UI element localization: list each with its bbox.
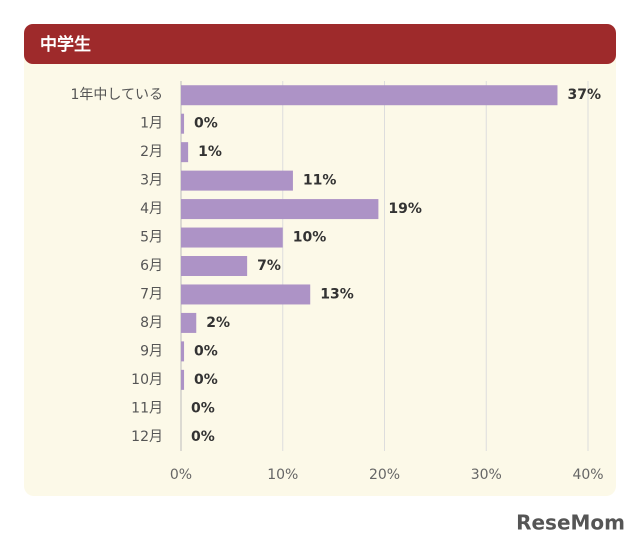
x-tick-label: 40% xyxy=(572,467,603,483)
value-label: 1% xyxy=(198,144,222,160)
y-tick-label: 6月 xyxy=(140,258,163,274)
x-tick-label: 10% xyxy=(267,467,298,483)
bar xyxy=(181,199,379,220)
y-tick-label: 1月 xyxy=(140,116,163,132)
bar xyxy=(181,227,283,248)
value-label: 0% xyxy=(194,372,218,388)
bar xyxy=(181,256,248,276)
x-tick-label: 0% xyxy=(170,467,192,483)
y-tick-label: 9月 xyxy=(140,343,163,359)
bar xyxy=(181,170,293,191)
x-tick-label: 20% xyxy=(369,467,400,483)
bar xyxy=(181,341,185,362)
y-tick-label: 10月 xyxy=(131,372,163,388)
value-label: 11% xyxy=(303,173,337,189)
x-tick-label: 30% xyxy=(471,467,502,483)
panel xyxy=(24,40,616,496)
header xyxy=(24,24,616,64)
y-tick-label: 4月 xyxy=(140,201,163,217)
value-label: 0% xyxy=(194,116,218,132)
value-label: 10% xyxy=(293,230,327,246)
y-tick-label: 8月 xyxy=(140,315,163,331)
bar xyxy=(181,284,311,305)
y-tick-label: 7月 xyxy=(140,286,163,302)
bar xyxy=(181,85,558,106)
y-tick-label: 1年中している xyxy=(71,87,164,103)
value-label: 13% xyxy=(320,286,354,302)
value-label: 2% xyxy=(206,315,230,331)
chart-title: 中学生 xyxy=(40,34,91,55)
y-tick-label: 12月 xyxy=(131,429,163,445)
watermark: ReseMom xyxy=(516,511,625,535)
bar xyxy=(181,369,185,390)
value-label: 37% xyxy=(567,87,601,103)
bar xyxy=(181,113,185,134)
value-label: 0% xyxy=(191,400,215,416)
y-tick-label: 11月 xyxy=(131,400,163,416)
y-tick-label: 3月 xyxy=(140,173,163,189)
value-label: 7% xyxy=(257,258,281,274)
value-label: 0% xyxy=(194,343,218,359)
bar xyxy=(181,142,189,163)
bar xyxy=(181,312,197,333)
y-tick-label: 2月 xyxy=(140,144,163,160)
value-label: 19% xyxy=(388,201,422,217)
value-label: 0% xyxy=(191,429,215,445)
y-tick-label: 5月 xyxy=(140,230,163,246)
